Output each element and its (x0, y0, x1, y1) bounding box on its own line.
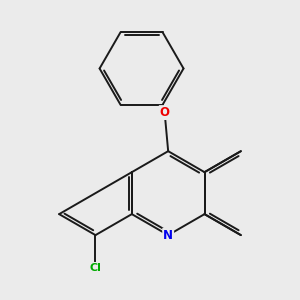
Text: Cl: Cl (89, 263, 101, 273)
Text: O: O (160, 106, 170, 119)
Text: N: N (163, 229, 173, 242)
